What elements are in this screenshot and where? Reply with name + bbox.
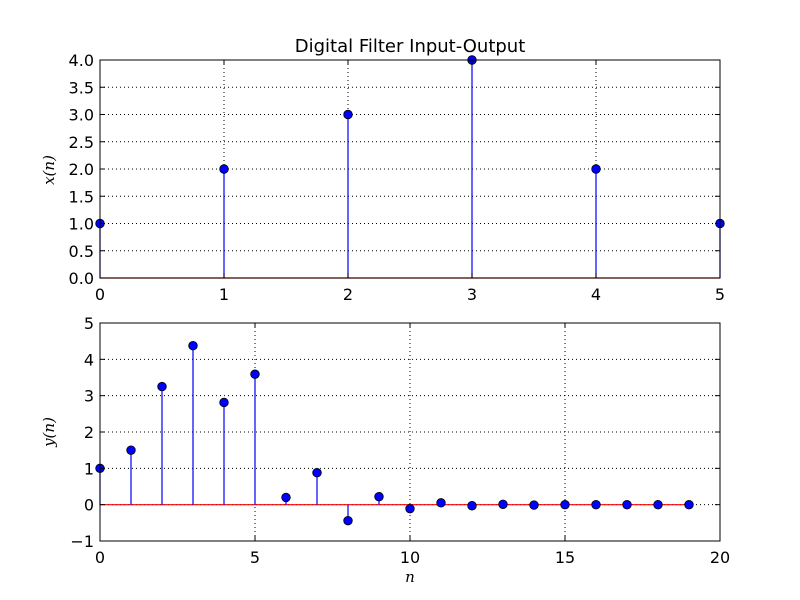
data-point [591,164,601,174]
y-tick-label: 0 [84,496,94,515]
y-axis-label-top: x(n) [40,155,58,185]
data-point [529,500,539,510]
x-tick-label: 15 [555,548,575,567]
data-point [219,164,229,174]
x-tick-label: 0 [95,285,105,304]
data-point [405,503,415,514]
y-tick-label: 2.5 [69,133,94,152]
y-axis-label-bottom: y(n) [40,417,58,448]
data-point [281,492,291,503]
x-tick-label: 4 [591,285,601,304]
data-point [560,499,570,510]
data-point [312,467,322,478]
y-tick-label: 1 [84,459,94,478]
y-tick-label: 4 [84,350,94,369]
data-point [684,499,694,510]
data-point [436,498,446,508]
data-point [219,397,229,408]
top-subplot: Digital Filter Input-Output x(n) 0 1 2 3 4 50… [40,36,725,304]
x-tick-label: 5 [250,548,260,567]
y-tick-label: 1.5 [69,187,94,206]
x-tick-label: 3 [467,285,477,304]
ticks: 0 1 2 3 4 5 0.0 0.5 1.0 1.5 2.0 2.5 3.0 3.5 4.0 [69,51,726,304]
x-tick-label: 5 [715,285,725,304]
data-point [157,381,167,392]
x-tick-label: 2 [343,285,353,304]
chart-title: Digital Filter Input-Output [295,36,526,57]
y-tick-label: 4.0 [69,51,94,70]
data-point [653,499,663,510]
data-point [343,515,353,526]
data-point [188,341,198,351]
x-axis-label: n [405,568,415,586]
x-tick-label: 1 [219,285,229,304]
y-tick-label: 2 [84,423,94,442]
y-tick-label: 3.5 [69,78,94,97]
data-point [250,369,260,379]
data-point [622,499,632,510]
y-tick-label: 3.0 [69,106,94,125]
y-tick-label: 2.0 [69,160,94,179]
y-tick-label: 3 [84,387,94,406]
data-point [498,499,508,510]
x-tick-label: 20 [710,548,730,567]
y-tick-label: 5 [84,314,94,333]
x-tick-label: 0 [95,548,105,567]
data-point [374,491,384,502]
data-point [343,109,353,120]
data-point [467,501,477,511]
y-tick-label: −1 [70,532,94,551]
y-tick-label: 0.0 [69,269,94,288]
y-tick-label: 0.5 [69,242,94,261]
x-tick-label: 10 [400,548,420,567]
data-point [126,445,136,455]
stems [95,341,694,526]
data-point [591,499,601,510]
y-tick-label: 1.0 [69,215,94,234]
